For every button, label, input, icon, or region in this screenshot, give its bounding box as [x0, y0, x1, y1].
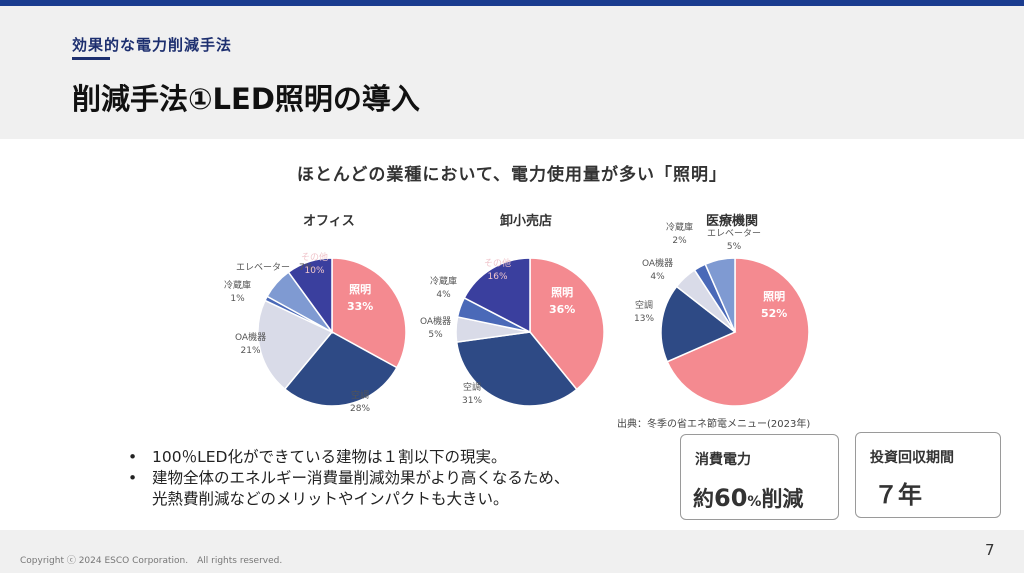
pie-label: その他 16%: [484, 259, 512, 282]
top-accent-bar: [0, 0, 1024, 6]
pie-label: 冷蔵庫 1%: [224, 281, 252, 304]
card-value: ７年: [874, 481, 922, 509]
card-label: 消費電力: [695, 452, 751, 468]
list-item: • 100％LED化ができている建物は１割以下の現実。: [128, 448, 507, 466]
pie-label: エレベーター 7%: [236, 263, 314, 273]
pie-label: OA機器 5%: [420, 317, 452, 340]
pie-chart-retail: [455, 257, 605, 407]
slide-title: 削減手法①LED照明の導入: [72, 82, 420, 116]
slide-header: [0, 6, 1024, 139]
pie-slice: [666, 257, 810, 407]
slide-footer: [0, 530, 1024, 573]
pie-slice: [463, 257, 531, 334]
pie-title-medical: 医療機関: [706, 214, 759, 229]
pie-slice: [287, 257, 333, 335]
pie-slice: [704, 257, 736, 333]
chart-section-heading: ほとんどの業種において、電力使用量が多い「照明」: [296, 165, 728, 185]
list-item: • 建物全体のエネルギー消費量削減効果がより高くなるため、: [128, 469, 570, 487]
pie-label: 冷蔵庫 4%: [430, 277, 458, 300]
pie-label: 照明 33%: [347, 283, 374, 313]
pie-slice: [331, 257, 407, 369]
pie-label: 照明 52%: [761, 290, 788, 320]
pie-label: OA機器 4%: [642, 259, 674, 282]
power-reduction-card: 消費電力 約60%削減: [680, 434, 839, 520]
pie-label: 空調 13%: [634, 301, 655, 324]
card-value: 約60%削減: [693, 484, 804, 512]
pie-label: 空調 28%: [350, 391, 371, 414]
pie-label: その他 10%: [301, 253, 329, 276]
page-number: 7: [985, 541, 995, 559]
pie-slice: [455, 331, 578, 407]
payback-period-card: 投資回収期間 ７年: [855, 432, 1001, 518]
pie-label: 冷蔵庫 2%: [666, 223, 694, 246]
pie-label: エレベーター 5%: [707, 229, 762, 252]
pie-slice: [283, 331, 398, 407]
pie-slice: [660, 285, 737, 363]
pie-chart-medical: [660, 257, 810, 407]
pie-slice: [529, 257, 605, 391]
pie-label: 空調 31%: [462, 383, 483, 406]
pie-label: 照明 36%: [549, 286, 576, 316]
card-label: 投資回収期間: [870, 450, 954, 466]
source-citation: 出典：冬季の省エネ節電メニュー(2023年): [617, 419, 811, 430]
pie-label: OA機器 21%: [235, 333, 267, 356]
list-item-continuation: 光熱費削減などのメリットやインパクトも大きい。: [152, 490, 509, 508]
copyright-text: Copyright ⓒ 2024 ESCO Corporation. All r…: [20, 556, 283, 566]
pie-title-office: オフィス: [303, 214, 355, 229]
pie-slice: [257, 299, 334, 391]
pie-chart-office: [257, 257, 407, 407]
pie-title-retail: 卸小売店: [500, 214, 553, 229]
kicker-underline: [72, 57, 110, 60]
bullet-list: • 100％LED化ができている建物は１割以下の現実。 • 建物全体のエネルギー消費…: [128, 447, 569, 510]
section-kicker: 効果的な電力削減手法: [72, 36, 233, 54]
